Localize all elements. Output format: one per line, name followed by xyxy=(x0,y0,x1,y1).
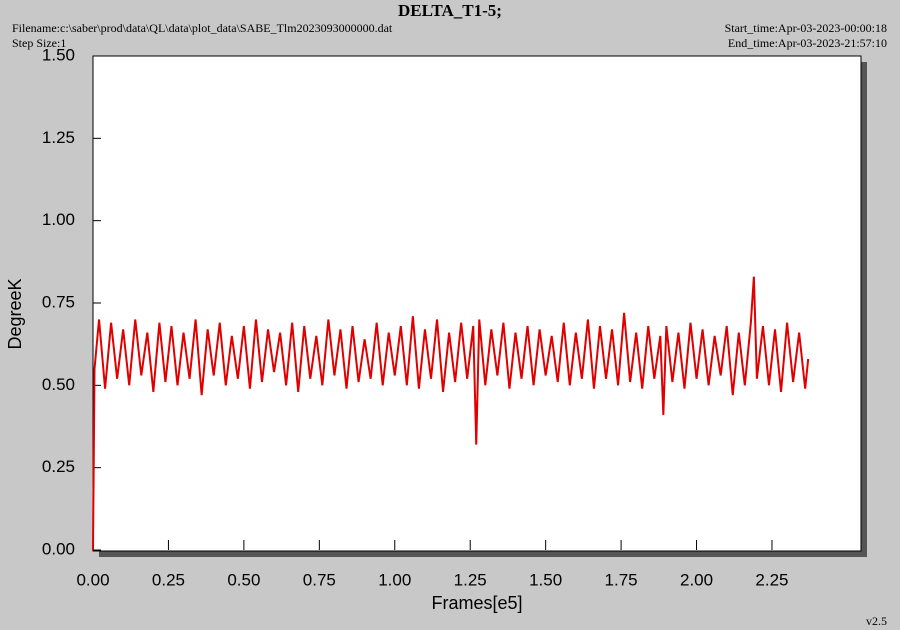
y-tick-label: 1.25 xyxy=(42,128,75,147)
end-time: End_time:Apr-03-2023-21:57:10 xyxy=(728,36,887,50)
y-tick-label: 1.00 xyxy=(42,210,75,229)
x-tick-label: 1.50 xyxy=(529,570,562,589)
y-tick-label: 0.00 xyxy=(42,539,75,558)
data-line xyxy=(92,276,810,551)
y-tick-label: 0.75 xyxy=(42,292,75,311)
y-axis-label: DegreeK xyxy=(5,278,25,349)
start-time: Start_time:Apr-03-2023-00:00:18 xyxy=(725,21,887,35)
step-size: Step Size:1 xyxy=(12,36,66,50)
plot-area xyxy=(92,55,862,552)
x-axis-label: Frames[e5] xyxy=(431,593,522,613)
x-tick-label: 1.25 xyxy=(454,570,487,589)
version: v2.5 xyxy=(866,614,887,628)
x-tick-label: 0.25 xyxy=(152,570,185,589)
filename: Filename:c:\saber\prod\data\QL\data\plot… xyxy=(12,21,393,35)
y-tick-label: 0.50 xyxy=(42,375,75,394)
x-tick-label: 0.00 xyxy=(76,570,109,589)
x-tick-label: 1.00 xyxy=(378,570,411,589)
x-tick-label: 1.75 xyxy=(605,570,638,589)
x-tick-label: 0.75 xyxy=(303,570,336,589)
x-tick-label: 2.00 xyxy=(680,570,713,589)
y-tick-label: 1.50 xyxy=(42,45,75,64)
y-tick-label: 0.25 xyxy=(42,457,75,476)
chart-title: DELTA_T1-5; xyxy=(398,1,502,20)
x-tick-label: 2.25 xyxy=(755,570,788,589)
x-tick-label: 0.50 xyxy=(227,570,260,589)
